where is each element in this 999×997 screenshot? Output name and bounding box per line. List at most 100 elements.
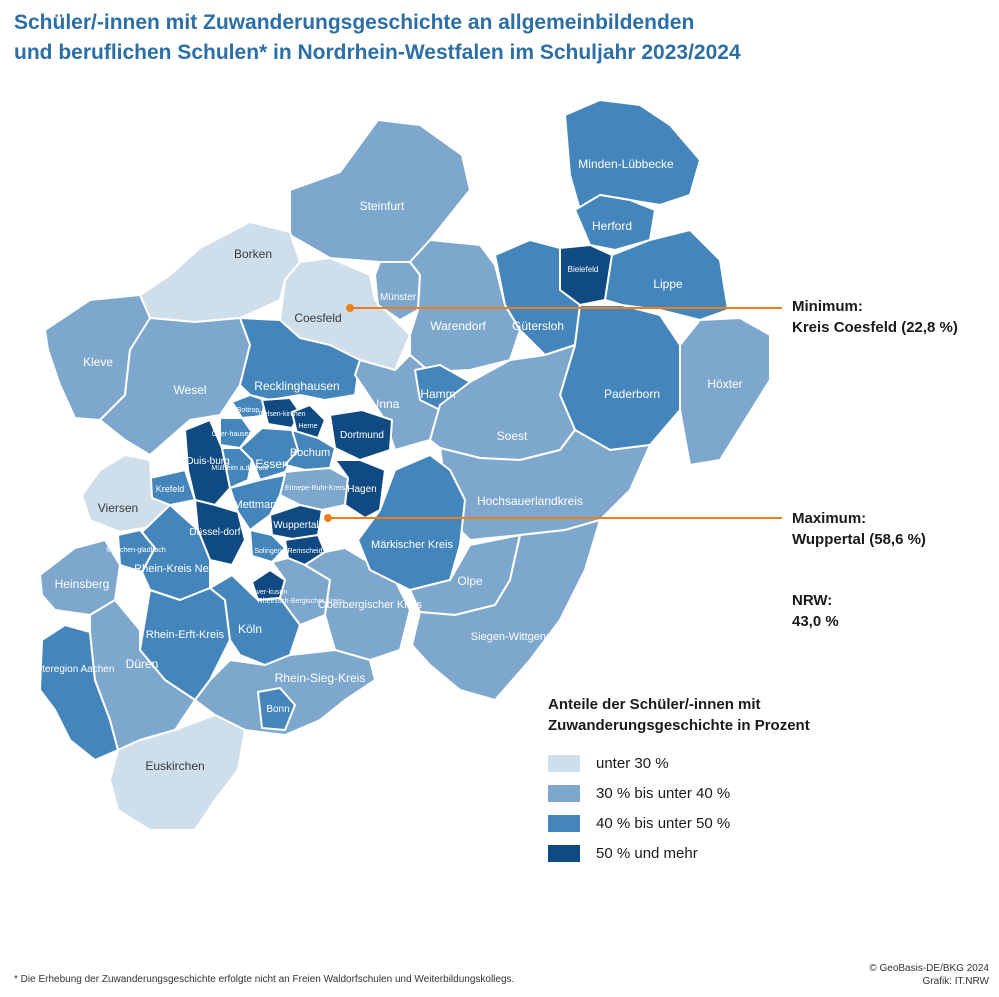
region-maerkisch[interactable]: [357, 454, 466, 591]
label-borken: Borken: [234, 247, 272, 261]
legend-swatch: [548, 814, 580, 832]
legend-swatch: [548, 784, 580, 802]
region-hoexter[interactable]: [679, 317, 771, 466]
region-recklinghausen[interactable]: [239, 317, 361, 401]
label-siegen: Siegen-Wittgenstein: [471, 631, 569, 643]
label-heinsberg: Heinsberg: [55, 577, 110, 591]
credits-line-2: Grafik: IT.NRW: [922, 976, 989, 987]
legend-item: 40 % bis unter 50 %: [548, 810, 968, 836]
label-oberhausen: Ober-hausen: [212, 431, 253, 438]
region-lippe[interactable]: [604, 229, 729, 321]
region-solingen[interactable]: [249, 529, 286, 563]
region-borken[interactable]: [139, 221, 301, 323]
label-remscheid: Remscheid: [287, 548, 322, 555]
region-duisburg[interactable]: [184, 419, 231, 506]
label-solingen: Solingen: [254, 548, 281, 555]
label-gelsenkirchen: Gelsen-kirchen: [258, 411, 305, 418]
label-wuppertal: Wuppertal: [273, 520, 318, 531]
label-bochum: Bochum: [290, 447, 330, 459]
legend-item: 50 % und mehr: [548, 840, 968, 866]
label-recklinghausen: Recklinghausen: [254, 379, 339, 393]
label-ennepe: Ennepe-Ruhr-Kreis: [285, 485, 345, 492]
label-soest: Soest: [497, 429, 528, 443]
label-wesel: Wesel: [173, 383, 206, 397]
region-siegen[interactable]: [411, 519, 601, 701]
label-duesseldorf: Düssel-dorf: [189, 527, 240, 538]
label-essen: Essen: [255, 457, 288, 471]
region-mettmann[interactable]: [229, 474, 286, 531]
maximum-value: Wuppertal (58,6 %): [792, 531, 926, 548]
label-hagen: Hagen: [347, 484, 376, 495]
label-mettmann: Mettmann: [234, 499, 283, 511]
minimum-callout: Minimum: Kreis Coesfeld (22,8 %): [792, 296, 958, 338]
title-line-1: Schüler/-innen mit Zuwanderungsgeschicht…: [14, 11, 695, 34]
map-title: Schüler/-innen mit Zuwanderungsgeschicht…: [14, 8, 894, 68]
legend-item: 30 % bis unter 40 %: [548, 780, 968, 806]
label-euskirchen: Euskirchen: [145, 759, 204, 773]
label-neuss: Rhein-Kreis Neuss: [134, 563, 226, 575]
region-euskirchen[interactable]: [109, 714, 246, 831]
legend-swatch: [548, 754, 580, 772]
label-dueren: Düren: [126, 657, 159, 671]
region-oberhausen[interactable]: [219, 417, 253, 449]
label-guetersloh: Gütersloh: [512, 319, 564, 333]
label-rheinberg: Rheinisch-Bergischer Kreis: [258, 598, 343, 605]
map-legend: Anteile der Schüler/-innen mit Zuwanderu…: [548, 694, 968, 870]
region-steinfurt[interactable]: [289, 119, 471, 263]
legend-title-line-2: Zuwanderungsgeschichte in Prozent: [548, 717, 810, 734]
legend-swatch: [548, 844, 580, 862]
legend-label: unter 30 %: [596, 754, 669, 772]
region-viersen[interactable]: [81, 454, 171, 533]
region-warendorf[interactable]: [409, 239, 521, 373]
label-unna: Unna: [371, 397, 400, 411]
minimum-value: Kreis Coesfeld (22,8 %): [792, 319, 958, 336]
label-hoexter: Höxter: [707, 377, 742, 391]
maximum-callout-dot: [324, 514, 332, 522]
label-bielefeld: Bielefeld: [568, 265, 599, 274]
minimum-label: Minimum:: [792, 298, 863, 315]
label-erft: Rhein-Erft-Kreis: [146, 629, 225, 641]
label-minden: Minden-Lübbecke: [578, 157, 674, 171]
region-hagen[interactable]: [334, 459, 386, 519]
legend-title-line-1: Anteile der Schüler/-innen mit: [548, 696, 761, 713]
label-hochsauerland: Hochsauerlandkreis: [477, 494, 583, 508]
label-viersen: Viersen: [98, 501, 138, 515]
label-kleve: Kleve: [83, 355, 113, 369]
label-dortmund: Dortmund: [340, 430, 384, 441]
legend-label: 30 % bis unter 40 %: [596, 784, 731, 802]
legend-label: 40 % bis unter 50 %: [596, 814, 731, 832]
label-herford: Herford: [592, 219, 632, 233]
nrw-value: 43,0 %: [792, 613, 839, 630]
region-minden[interactable]: [564, 99, 701, 211]
region-wesel[interactable]: [99, 317, 251, 456]
region-muelheim[interactable]: [221, 447, 253, 489]
credits-line-1: © GeoBasis-DE/BKG 2024: [869, 963, 989, 974]
label-leverkusen: Lever-kusen: [249, 589, 288, 596]
label-bottrop: Bottrop: [237, 407, 260, 414]
label-lippe: Lippe: [653, 277, 683, 291]
label-aachen: Städteregion Aachen: [22, 664, 115, 675]
credits: © GeoBasis-DE/BKG 2024 Grafik: IT.NRW: [869, 962, 989, 988]
label-maerkisch: Märkischer Kreis: [371, 539, 453, 551]
title-line-2: und beruflichen Schulen* in Nordrhein-We…: [14, 41, 741, 64]
maximum-label: Maximum:: [792, 510, 867, 527]
label-mgladbach: Mönchen-gladbach: [106, 547, 166, 554]
region-hochsauerland[interactable]: [439, 429, 651, 541]
label-olpe: Olpe: [457, 574, 483, 588]
legend-item: unter 30 %: [548, 750, 968, 776]
minimum-callout-dot: [346, 304, 354, 312]
legend-label: 50 % und mehr: [596, 844, 698, 862]
footnote: * Die Erhebung der Zuwanderungsgeschicht…: [14, 974, 515, 985]
label-oberberg: Oberbergischer Kreis: [318, 599, 422, 611]
label-duisburg: Duis-burg: [186, 456, 229, 467]
region-bonn[interactable]: [257, 687, 296, 731]
region-paderborn[interactable]: [559, 304, 681, 451]
label-steinfurt: Steinfurt: [360, 199, 405, 213]
label-coesfeld: Coesfeld: [294, 311, 341, 325]
label-muenster: Münster: [380, 292, 417, 303]
label-muelheim: Mülheim a.d. Ruhr: [211, 465, 269, 472]
label-herne: Herne: [298, 423, 317, 430]
label-warendorf: Warendorf: [430, 319, 486, 333]
label-paderborn: Paderborn: [604, 387, 660, 401]
